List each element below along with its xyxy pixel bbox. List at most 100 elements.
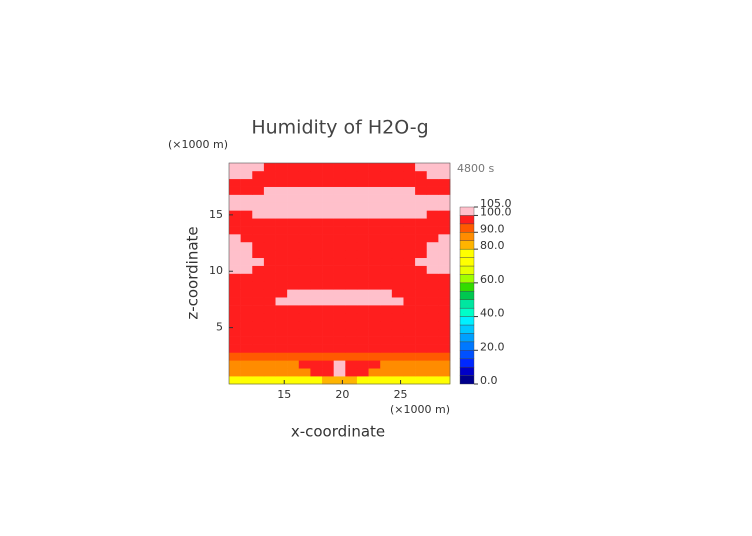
- contour-cell: [403, 305, 416, 314]
- contour-cell: [368, 226, 381, 235]
- contour-cell: [356, 241, 369, 251]
- contour-cell: [368, 170, 381, 180]
- contour-cell: [229, 194, 241, 203]
- contour-cell: [263, 312, 276, 322]
- contour-cell: [438, 297, 451, 306]
- contour-cell: [240, 376, 253, 385]
- contour-cell: [333, 320, 346, 330]
- contour-cell: [415, 273, 428, 282]
- contour-cell: [345, 336, 358, 345]
- contour-cell: [356, 352, 369, 361]
- contour-cell: [438, 265, 451, 274]
- contour-cell: [287, 257, 300, 266]
- contour-cell: [403, 297, 416, 306]
- contour-cell: [298, 186, 311, 195]
- contour-cell: [240, 249, 253, 259]
- contour-cell: [252, 368, 265, 377]
- contour-cell: [368, 352, 381, 361]
- contour-cell: [252, 289, 265, 298]
- contour-cell: [310, 170, 323, 180]
- contour-cell: [391, 226, 404, 235]
- contour-cell: [229, 344, 241, 353]
- contour-cell: [333, 163, 346, 172]
- contour-cell: [345, 186, 358, 195]
- contour-cell: [368, 194, 381, 203]
- contour-cell: [380, 249, 393, 259]
- contour-cell: [426, 186, 439, 195]
- contour-cell: [298, 360, 311, 369]
- contour-cell: [240, 178, 253, 187]
- colorbar-band: [459, 240, 475, 250]
- contour-cell: [345, 178, 358, 187]
- contour-cell: [229, 312, 241, 322]
- x-axis-label: x-coordinate: [291, 423, 385, 441]
- contour-cell: [380, 289, 393, 298]
- contour-cell: [356, 312, 369, 322]
- contour-cell: [263, 249, 276, 259]
- contour-cell: [263, 305, 276, 314]
- contour-cell: [438, 234, 451, 243]
- contour-cell: [229, 336, 241, 345]
- contour-cell: [426, 344, 439, 353]
- contour-cell: [287, 170, 300, 180]
- contour-cell: [403, 186, 416, 195]
- contour-cell: [426, 210, 439, 219]
- contour-cell: [322, 210, 334, 219]
- contour-cell: [298, 170, 311, 180]
- contour-cell: [298, 226, 311, 235]
- contour-cell: [391, 328, 404, 337]
- contour-cell: [252, 202, 265, 211]
- contour-cell: [356, 257, 369, 266]
- contour-cell: [275, 273, 288, 282]
- contour-cell: [263, 328, 276, 337]
- contour-cell: [322, 281, 334, 290]
- contour-cell: [368, 320, 381, 330]
- contour-cell: [391, 186, 404, 195]
- colorbar-band: [459, 341, 475, 351]
- contour-cell: [298, 368, 311, 377]
- contour-cell: [333, 265, 346, 274]
- contour-cell: [415, 352, 428, 361]
- y-tick-label: 5: [216, 321, 223, 334]
- contour-cell: [415, 265, 428, 274]
- contour-cell: [263, 320, 276, 330]
- contour-cell: [368, 210, 381, 219]
- contour-cell: [426, 297, 439, 306]
- contour-cell: [415, 344, 428, 353]
- contour-cell: [391, 163, 404, 172]
- contour-cell: [380, 376, 393, 385]
- contour-cell: [240, 218, 253, 227]
- contour-cell: [322, 273, 334, 282]
- contour-cell: [333, 234, 346, 243]
- contour-cell: [426, 360, 439, 369]
- contour-cell: [275, 376, 288, 385]
- contour-cell: [287, 249, 300, 259]
- contour-cell: [310, 281, 323, 290]
- contour-cell: [426, 170, 439, 180]
- contour-cell: [415, 202, 428, 211]
- contour-cell: [263, 210, 276, 219]
- contour-cell: [240, 281, 253, 290]
- contour-cell: [310, 336, 323, 345]
- contour-cell: [298, 163, 311, 172]
- contour-cell: [403, 289, 416, 298]
- contour-cell: [322, 170, 334, 180]
- contour-cell: [415, 186, 428, 195]
- contour-cell: [380, 194, 393, 203]
- contour-cell: [240, 273, 253, 282]
- colorbar-tick-label: 90.0: [480, 222, 505, 235]
- contour-cell: [275, 186, 288, 195]
- contour-cell: [252, 210, 265, 219]
- contour-cell: [240, 226, 253, 235]
- contour-cell: [368, 376, 381, 385]
- contour-cell: [287, 186, 300, 195]
- colorbar-band: [459, 299, 475, 309]
- contour-cell: [380, 170, 393, 180]
- colorbar-tick-label: 100.0: [480, 205, 512, 218]
- contour-cell: [356, 163, 369, 172]
- contour-cell: [240, 312, 253, 322]
- contour-cell: [229, 249, 241, 259]
- contour-cell: [438, 170, 451, 180]
- contour-cell: [287, 328, 300, 337]
